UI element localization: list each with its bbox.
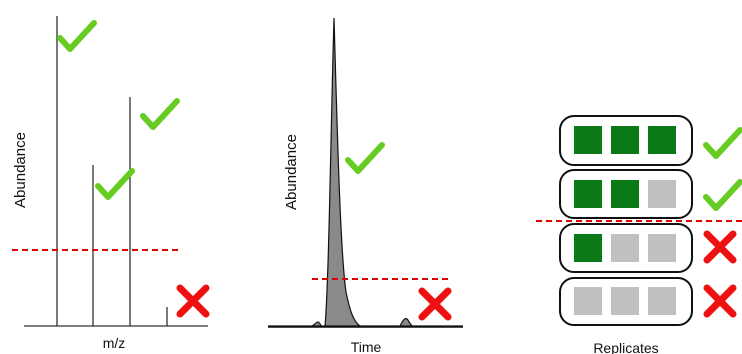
check-icon [98,171,132,197]
replicate-box-empty [611,287,639,315]
replicate-box-filled [611,126,639,154]
replicate-box-empty [648,287,676,315]
x-axis-label: Time [351,339,382,354]
cross-icon [180,288,206,314]
x-axis-label: m/z [103,335,126,351]
check-icon [60,23,94,49]
replicate-row [559,223,733,273]
y-axis-label: Abundance [12,132,29,208]
replicate-row [559,277,733,326]
mass-spectrum-panel: Abundance m/z [12,16,208,351]
cross-icon [422,291,448,317]
replicate-row [559,115,740,166]
check-icon [348,145,382,171]
replicate-box-filled [611,180,639,208]
replicate-box-empty [648,234,676,262]
chromatogram-peak-area [268,17,463,327]
replicate-box-empty [574,287,602,315]
cross-icon [707,288,733,314]
replicate-box-empty [648,180,676,208]
replicate-box-filled [648,126,676,154]
cross-icon [707,234,733,260]
replicate-box-empty [611,234,639,262]
y-axis-label: Abundance [283,134,300,210]
chromatogram-panel: Abundance Time [268,17,463,354]
check-icon [706,130,740,156]
x-axis-label: Replicates [593,340,658,354]
replicate-row [559,169,740,219]
check-icon [143,101,177,127]
replicate-box-filled [574,126,602,154]
replicate-box-filled [574,234,602,262]
replicate-box-filled [574,180,602,208]
replicates-panel: Replicates [536,115,742,354]
check-icon [706,182,740,208]
